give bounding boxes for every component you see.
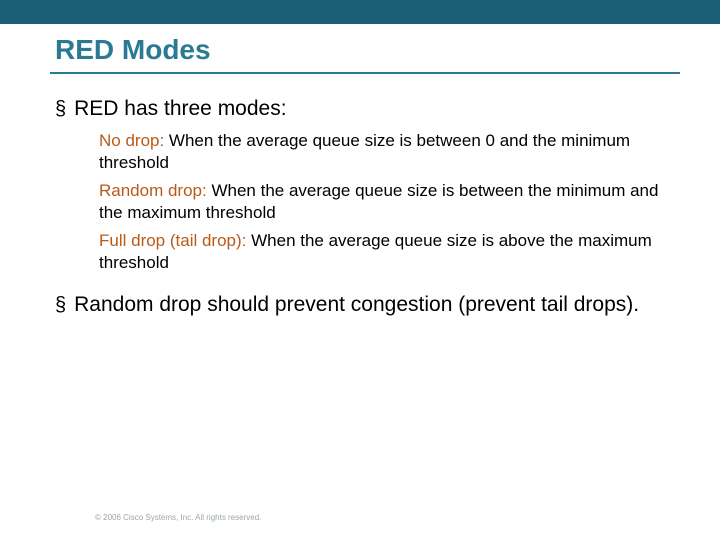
bullet-item: § RED has three modes: bbox=[55, 96, 680, 122]
subitem-desc: When the average queue size is between 0… bbox=[99, 131, 630, 172]
subitem: Random drop: When the average queue size… bbox=[99, 180, 680, 224]
bullet-text: RED has three modes: bbox=[74, 96, 286, 122]
bullet-glyph: § bbox=[55, 96, 66, 122]
subitem-term: Full drop (tail drop): bbox=[99, 231, 246, 250]
subitem: Full drop (tail drop): When the average … bbox=[99, 230, 680, 274]
bullet-item: § Random drop should prevent congestion … bbox=[55, 292, 680, 318]
slide-title: RED Modes bbox=[50, 34, 680, 74]
slide-content: RED Modes § RED has three modes: No drop… bbox=[0, 24, 720, 318]
subitem-list: No drop: When the average queue size is … bbox=[99, 130, 680, 274]
subitem-term: No drop: bbox=[99, 131, 164, 150]
bullet-text: Random drop should prevent congestion (p… bbox=[74, 292, 639, 318]
top-bar bbox=[0, 0, 720, 24]
bullet-glyph: § bbox=[55, 292, 66, 318]
subitem: No drop: When the average queue size is … bbox=[99, 130, 680, 174]
copyright-footer: © 2006 Cisco Systems, Inc. All rights re… bbox=[95, 513, 261, 522]
subitem-term: Random drop: bbox=[99, 181, 207, 200]
